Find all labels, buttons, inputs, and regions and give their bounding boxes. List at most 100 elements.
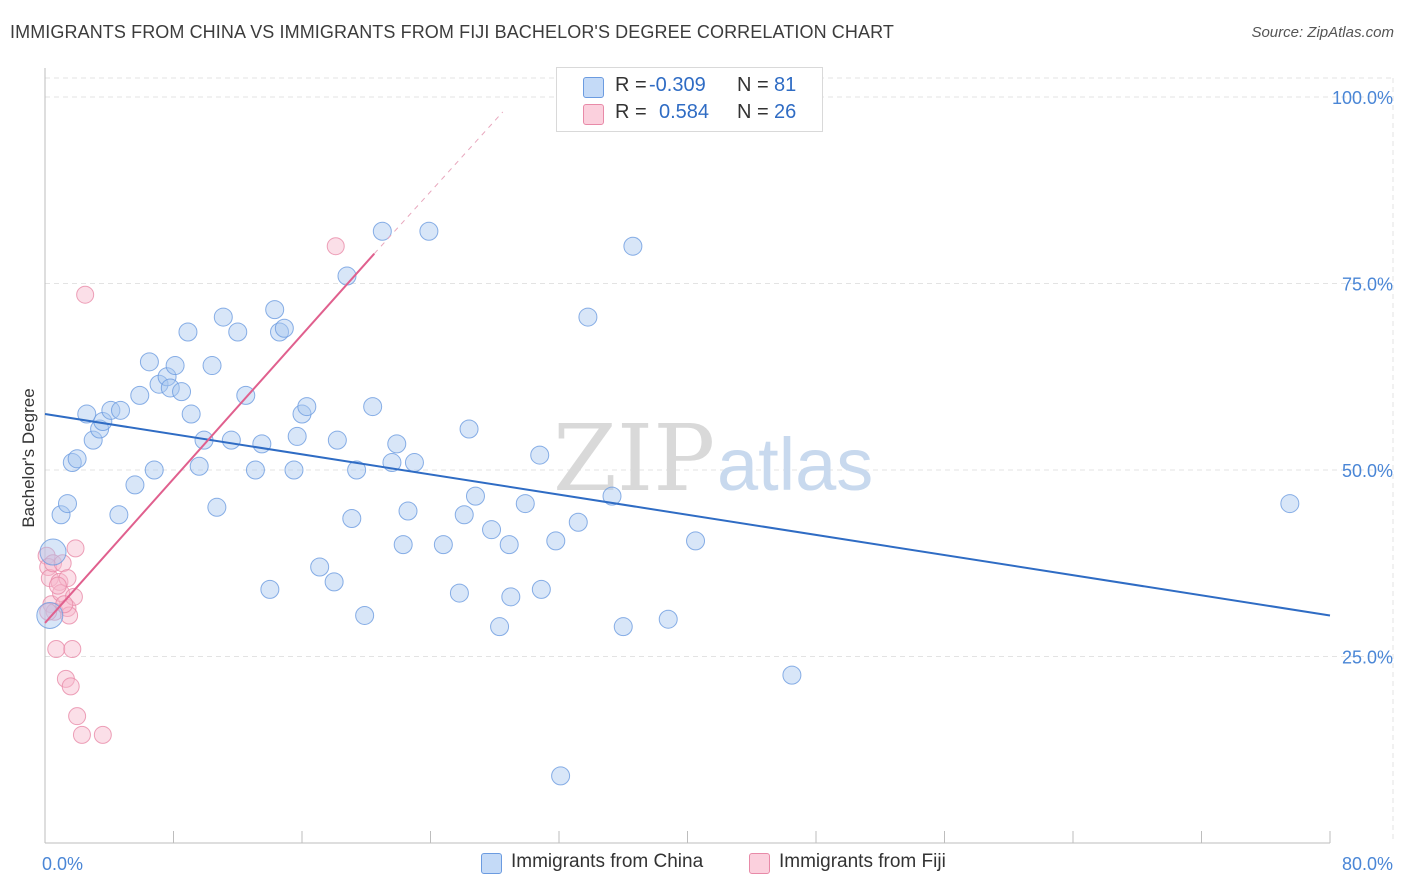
china-point — [372, 221, 392, 241]
legend-row-fiji: R = 0.584 N = 26 — [557, 101, 822, 128]
fiji-trend-extension — [373, 111, 504, 254]
china-point — [327, 430, 347, 450]
china-point — [109, 505, 129, 525]
china-point — [51, 505, 71, 525]
china-point — [419, 221, 439, 241]
china-point — [228, 322, 248, 342]
china-point — [782, 665, 802, 685]
china-point — [686, 531, 706, 551]
fiji-point — [47, 640, 66, 659]
legend-r-label-china: R = — [615, 74, 647, 96]
china-point — [398, 501, 418, 521]
fiji-point — [72, 725, 91, 744]
china-point — [130, 385, 150, 405]
china-point — [393, 535, 413, 555]
x-tick-label-max: 80.0% — [1342, 854, 1393, 874]
china-point — [499, 535, 519, 555]
china-point — [546, 531, 566, 551]
china-point — [236, 385, 256, 405]
legend-n-label-china: N = — [737, 74, 769, 96]
china-point — [189, 456, 209, 476]
x-tick-label-min: 0.0% — [42, 854, 83, 874]
legend-swatch-fiji — [583, 104, 604, 125]
fiji-point — [64, 587, 83, 606]
china-point — [67, 449, 87, 469]
china-point — [658, 609, 678, 629]
china-point — [297, 397, 317, 417]
china-point — [454, 505, 474, 525]
fiji-point — [326, 237, 345, 256]
fiji-trend-line — [44, 252, 376, 624]
china-point — [260, 579, 280, 599]
china-points — [36, 221, 1300, 786]
china-point — [274, 318, 294, 338]
china-point — [531, 579, 551, 599]
china-point — [490, 617, 510, 637]
china-point — [324, 572, 344, 592]
y-axis-title: Bachelor's Degree — [19, 388, 38, 527]
fiji-point — [76, 285, 95, 304]
china-point — [347, 460, 367, 480]
china-point — [202, 356, 222, 376]
china-point — [449, 583, 469, 603]
china-point — [110, 400, 130, 420]
watermark-atlas: atlas — [717, 423, 873, 506]
bottom-legend-label-china: Immigrants from China — [511, 851, 704, 872]
china-point — [459, 419, 479, 439]
legend-n-label-fiji: N = — [737, 101, 769, 123]
china-point — [172, 382, 192, 402]
china-point — [530, 445, 550, 465]
fiji-point — [93, 725, 112, 744]
gridlines — [45, 77, 1394, 843]
china-point — [39, 538, 67, 566]
legend-r-value-china: -0.309 — [649, 74, 706, 96]
legend-r-value-fiji: 0.584 — [659, 101, 710, 123]
fiji-point — [61, 677, 80, 696]
china-point — [165, 356, 185, 376]
china-trend-line — [44, 413, 1331, 617]
y-tick-label: 100.0% — [1332, 88, 1393, 108]
china-point — [149, 374, 169, 394]
china-point — [284, 460, 304, 480]
legend-n-value-china: 81 — [774, 74, 797, 96]
fiji-point — [66, 539, 85, 558]
china-point — [144, 460, 164, 480]
china-point — [387, 434, 407, 454]
china-point — [342, 508, 362, 528]
china-point — [181, 404, 201, 424]
china-point — [57, 494, 77, 514]
bottom-legend-label-fiji: Immigrants from Fiji — [779, 851, 946, 872]
axes — [44, 68, 1331, 844]
fiji-point — [63, 640, 82, 659]
china-point — [433, 535, 453, 555]
legend-n-value-fiji: 26 — [774, 101, 797, 123]
china-point — [1280, 494, 1300, 514]
china-point — [602, 486, 622, 506]
china-point — [578, 307, 598, 327]
china-point — [77, 404, 97, 424]
china-point — [404, 453, 424, 473]
china-point — [465, 486, 485, 506]
china-point — [178, 322, 198, 342]
china-point — [207, 497, 227, 517]
china-point — [213, 307, 233, 327]
china-point — [310, 557, 330, 577]
fiji-points — [37, 237, 345, 744]
china-point — [221, 430, 241, 450]
tick-labels: 25.0% 50.0% 75.0% 100.0% 0.0% 80.0% — [42, 88, 1393, 874]
legend-r-label-fiji: R = — [615, 101, 647, 123]
y-tick-label: 75.0% — [1342, 275, 1393, 295]
bottom-legend-swatch-china — [481, 853, 502, 874]
correlation-legend: R = -0.309 N = 81 R = 0.584 N = 26 — [556, 67, 823, 132]
y-tick-label: 25.0% — [1342, 648, 1393, 668]
china-point — [125, 475, 145, 495]
y-tick-label: 50.0% — [1342, 461, 1393, 481]
china-point — [515, 494, 535, 514]
fiji-point — [44, 554, 63, 573]
china-point — [568, 512, 588, 532]
legend-swatch-china — [583, 77, 604, 98]
fiji-point — [58, 569, 77, 588]
watermark-zip: ZIP — [553, 405, 715, 512]
fiji-point — [60, 606, 79, 625]
